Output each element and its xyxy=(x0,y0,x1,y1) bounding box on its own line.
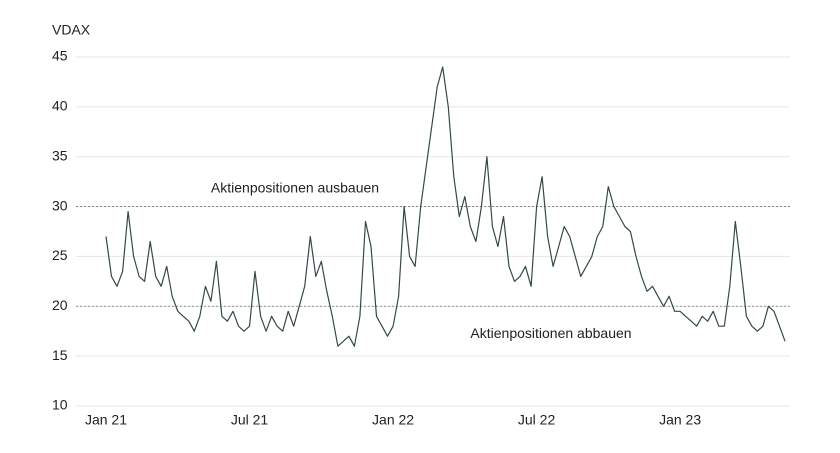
y-tick-label: 20 xyxy=(52,297,68,313)
y-tick-label: 45 xyxy=(52,48,68,64)
y-tick-label: 25 xyxy=(52,247,68,263)
x-tick-label: Jul 21 xyxy=(231,412,269,428)
x-tick-label: Jan 23 xyxy=(659,412,701,428)
x-tick-label: Jan 21 xyxy=(85,412,127,428)
x-tick-label: Jul 22 xyxy=(518,412,556,428)
y-tick-label: 10 xyxy=(52,397,68,413)
y-tick-label: 15 xyxy=(52,347,68,363)
reference-label: Aktienpositionen abbauen xyxy=(470,325,631,341)
reference-label: Aktienpositionen ausbauen xyxy=(211,179,379,195)
y-tick-label: 30 xyxy=(52,197,68,213)
line xyxy=(105,66,786,347)
y-axis-label: VDAX xyxy=(52,22,91,38)
y-tick-label: 35 xyxy=(52,147,68,163)
x-tick-label: Jan 22 xyxy=(372,412,414,428)
y-tick-label: 40 xyxy=(52,98,68,114)
